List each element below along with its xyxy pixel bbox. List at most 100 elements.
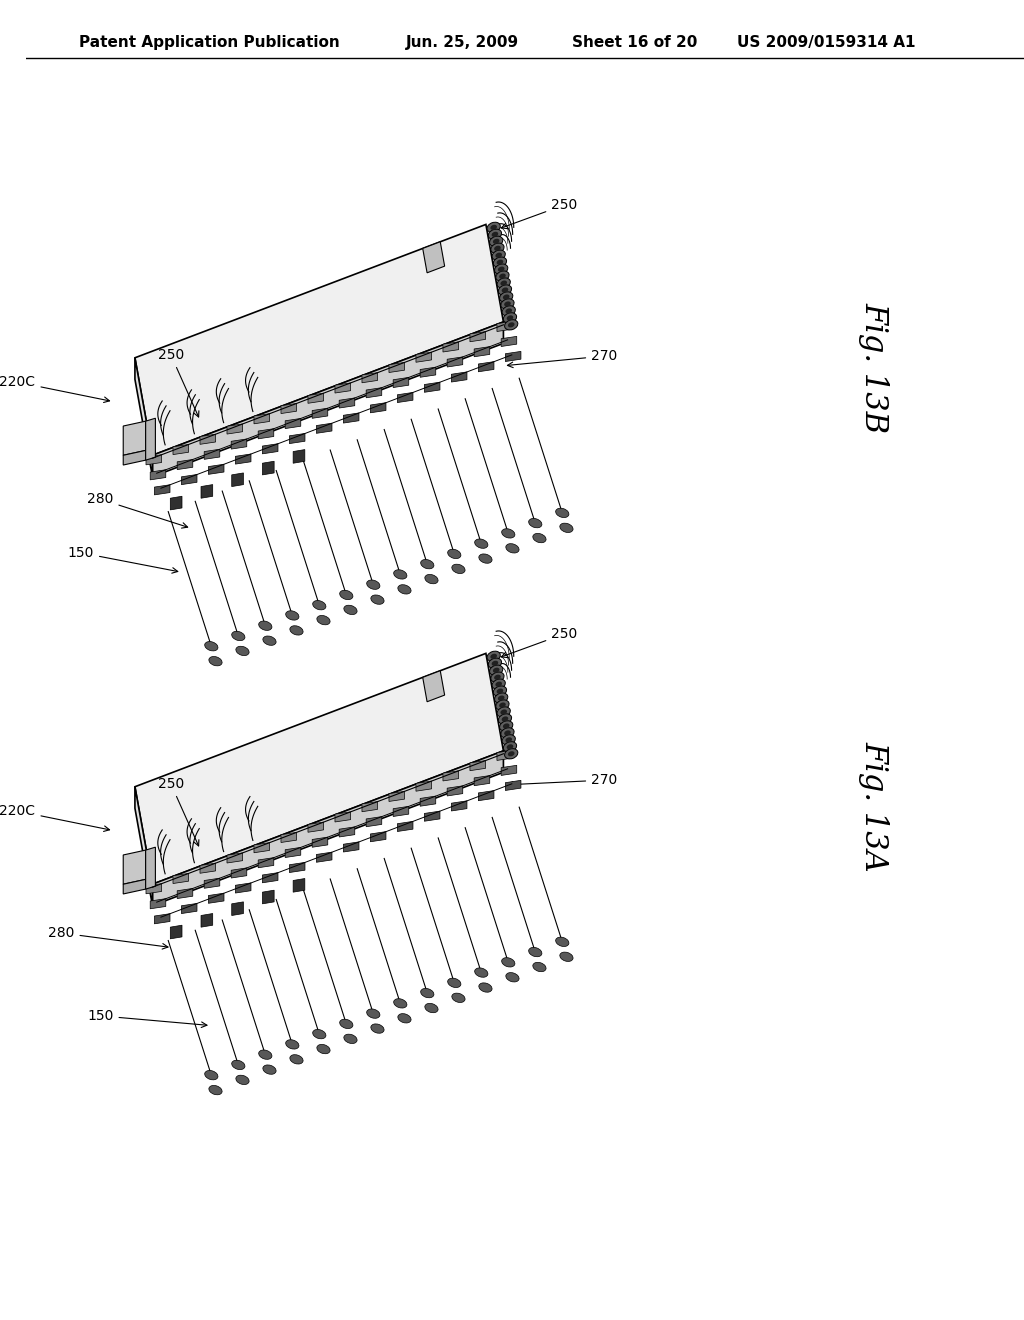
Ellipse shape [231,1060,245,1069]
Ellipse shape [421,560,434,569]
Polygon shape [393,378,409,388]
Polygon shape [209,894,224,903]
Polygon shape [290,433,305,444]
Ellipse shape [344,1034,357,1044]
Polygon shape [452,372,467,381]
Polygon shape [343,413,359,424]
Polygon shape [123,879,145,894]
Polygon shape [135,358,153,477]
Ellipse shape [497,689,503,694]
Polygon shape [123,421,145,455]
Polygon shape [258,429,273,438]
Ellipse shape [495,246,501,251]
Ellipse shape [506,738,512,742]
Polygon shape [335,383,350,393]
Polygon shape [135,653,504,884]
Ellipse shape [393,570,407,579]
Ellipse shape [503,723,510,729]
Ellipse shape [487,651,501,661]
Text: 270: 270 [508,348,617,368]
Ellipse shape [496,271,509,281]
Polygon shape [262,461,274,475]
Ellipse shape [497,708,510,717]
Ellipse shape [371,1024,384,1034]
Ellipse shape [492,661,499,665]
Ellipse shape [504,730,511,735]
Ellipse shape [490,653,497,659]
Ellipse shape [502,717,508,722]
Polygon shape [135,787,153,906]
Text: Jun. 25, 2009: Jun. 25, 2009 [406,36,519,50]
Ellipse shape [286,1040,299,1049]
Ellipse shape [371,595,384,605]
Ellipse shape [498,696,505,701]
Ellipse shape [528,948,542,957]
Polygon shape [447,356,463,367]
Text: 280: 280 [48,925,168,949]
Ellipse shape [367,1008,380,1018]
Ellipse shape [506,544,519,553]
Polygon shape [236,883,251,894]
Polygon shape [506,351,521,362]
Ellipse shape [501,727,514,738]
Ellipse shape [495,675,501,680]
Polygon shape [155,484,170,495]
Polygon shape [254,842,269,853]
Ellipse shape [493,678,505,689]
Ellipse shape [312,1030,326,1039]
Ellipse shape [500,721,513,731]
Polygon shape [316,853,332,862]
Polygon shape [424,383,440,392]
Ellipse shape [494,257,507,268]
Polygon shape [145,418,156,461]
Polygon shape [389,363,404,372]
Ellipse shape [479,983,493,993]
Ellipse shape [452,993,465,1002]
Polygon shape [231,440,247,449]
Polygon shape [181,903,197,913]
Polygon shape [312,837,328,847]
Ellipse shape [502,735,515,744]
Polygon shape [339,397,354,408]
Ellipse shape [263,1065,276,1074]
Ellipse shape [502,957,515,968]
Polygon shape [201,484,213,498]
Polygon shape [285,847,301,858]
Text: 220C: 220C [0,375,110,403]
Polygon shape [371,403,386,413]
Polygon shape [339,826,354,837]
Polygon shape [151,470,166,480]
Ellipse shape [398,1014,411,1023]
Ellipse shape [505,319,518,330]
Polygon shape [227,424,243,434]
Polygon shape [262,873,278,883]
Ellipse shape [425,574,438,583]
Polygon shape [262,444,278,454]
Ellipse shape [504,742,516,752]
Polygon shape [497,321,513,331]
Polygon shape [371,832,386,842]
Ellipse shape [447,978,461,987]
Polygon shape [393,807,409,817]
Ellipse shape [488,230,502,239]
Polygon shape [204,878,220,888]
Polygon shape [470,760,485,771]
Polygon shape [123,850,145,884]
Ellipse shape [493,249,505,260]
Ellipse shape [205,642,218,651]
Polygon shape [423,242,444,273]
Polygon shape [290,862,305,873]
Ellipse shape [290,1055,303,1064]
Ellipse shape [508,322,514,327]
Ellipse shape [508,751,514,756]
Ellipse shape [499,714,512,725]
Text: 250: 250 [502,198,578,228]
Polygon shape [423,671,444,702]
Polygon shape [231,902,244,916]
Text: 150: 150 [68,545,178,573]
Ellipse shape [398,585,411,594]
Polygon shape [443,342,459,352]
Polygon shape [200,863,216,874]
Polygon shape [335,812,350,822]
Polygon shape [181,474,197,484]
